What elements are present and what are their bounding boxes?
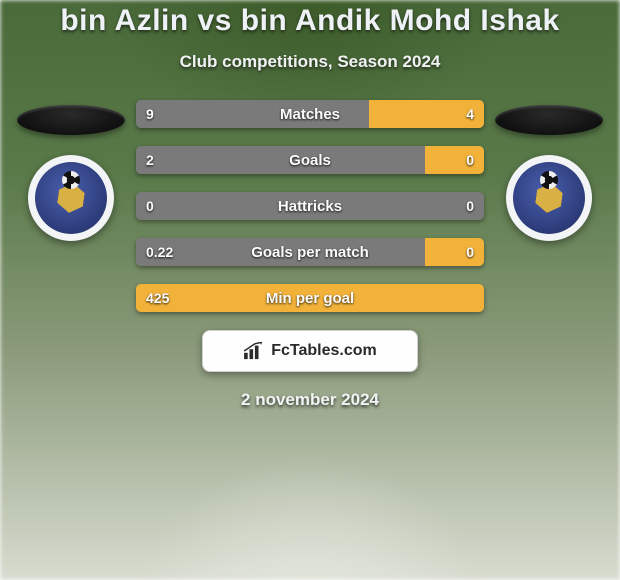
bar-chart-icon [243,342,265,360]
comparison-area: Matches94 Goals20 Hattricks00 Goals per mat… [0,100,620,312]
stat-bar-left [136,238,425,266]
stat-bars: Matches94 Goals20 Hattricks00 Goals per mat… [136,100,484,312]
stat-bar-left [136,100,369,128]
crest-badge-icon [513,162,585,234]
comparison-card: bin Azlin vs bin Andik Mohd Ishak Club c… [0,0,620,580]
crest-badge-icon [35,162,107,234]
left-club-crest [28,155,114,241]
stat-row: Matches94 [136,100,484,128]
right-player-column [484,100,614,241]
page-title: bin Azlin vs bin Andik Mohd Ishak [60,4,559,38]
stat-row: Hattricks00 [136,192,484,220]
date-text: 2 november 2024 [241,390,379,410]
stat-row: Min per goal425 [136,284,484,312]
stat-row: Goals per match0.220 [136,238,484,266]
branding-badge: FcTables.com [202,330,418,372]
branding-text: FcTables.com [271,342,377,360]
stat-bar-right [369,100,484,128]
page-subtitle: Club competitions, Season 2024 [180,52,441,72]
stat-row: Goals20 [136,146,484,174]
right-club-crest [506,155,592,241]
stat-bar-left [136,284,484,312]
stat-bar-right [425,238,484,266]
stat-bar-left [136,146,425,174]
stat-bar-right [425,146,484,174]
stat-bar-left [136,192,484,220]
left-player-shadow [17,105,125,135]
right-player-shadow [495,105,603,135]
left-player-column [6,100,136,241]
